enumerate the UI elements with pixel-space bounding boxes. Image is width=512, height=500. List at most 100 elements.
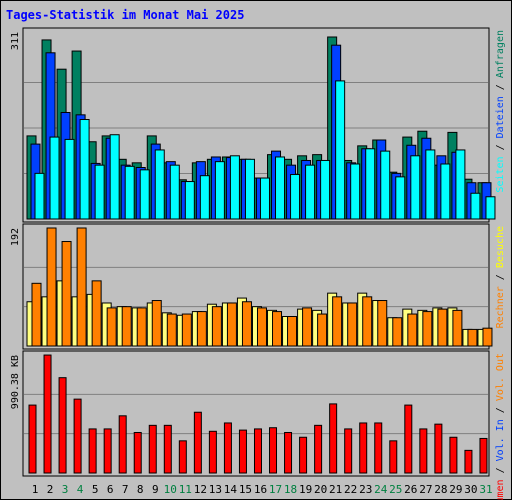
panel-bottom-legend: Volumen / Vol. In / Vol. Out <box>495 353 506 500</box>
bar-volumen-day-15 <box>238 429 247 474</box>
bar-volumen-day-18 <box>284 431 293 474</box>
bar-seiten-day-12 <box>199 175 210 220</box>
bar-seiten-day-10 <box>169 164 180 220</box>
x-tick-label-day-30: 30 <box>464 483 477 496</box>
bar-seiten-day-26 <box>410 155 421 220</box>
bar-seiten-day-18 <box>290 174 301 220</box>
x-tick-label-day-15: 15 <box>239 483 252 496</box>
x-tick-label-day-2: 2 <box>47 483 54 496</box>
legend-separator: / <box>495 461 506 479</box>
bar-seiten-day-8 <box>139 169 150 220</box>
bar-seiten-day-31 <box>485 196 496 220</box>
x-tick-label-day-1: 1 <box>32 483 39 496</box>
x-tick-label-day-27: 27 <box>419 483 432 496</box>
bar-rechner-day-15 <box>241 301 252 347</box>
bar-rechner-day-19 <box>302 307 313 347</box>
x-tick-label-day-12: 12 <box>194 483 207 496</box>
x-tick-label-day-25: 25 <box>389 483 402 496</box>
bar-seiten-day-25 <box>395 176 406 220</box>
bar-seiten-day-14 <box>229 155 240 220</box>
bar-seiten-day-29 <box>455 149 466 220</box>
bar-volumen-day-26 <box>404 404 413 474</box>
bar-seiten-day-11 <box>184 181 195 220</box>
panel-top-legend: Seiten / Dateien / Anfragen <box>495 30 506 193</box>
bar-rechner-day-25 <box>392 317 403 347</box>
bar-volumen-day-14 <box>223 422 232 474</box>
x-tick-label-day-28: 28 <box>434 483 447 496</box>
bar-rechner-day-2 <box>46 227 57 347</box>
legend-volumen: Volumen <box>495 479 506 500</box>
x-tick-label-day-29: 29 <box>449 483 462 496</box>
x-tick-label-day-23: 23 <box>359 483 372 496</box>
bar-volumen-day-30 <box>464 449 473 474</box>
bar-volumen-day-16 <box>253 428 262 474</box>
bar-seiten-day-22 <box>350 163 361 220</box>
bar-seiten-day-16 <box>259 177 270 220</box>
x-tick-label-day-18: 18 <box>284 483 297 496</box>
bar-rechner-day-5 <box>91 280 102 347</box>
x-tick-label-day-13: 13 <box>209 483 222 496</box>
bar-rechner-day-7 <box>121 306 132 347</box>
legend-dateien: Dateien <box>495 96 506 138</box>
bar-rechner-day-20 <box>317 313 328 347</box>
bar-volumen-day-19 <box>299 436 308 474</box>
bar-volumen-day-6 <box>103 428 112 474</box>
bar-seiten-day-15 <box>244 158 255 220</box>
bar-seiten-day-28 <box>440 163 451 220</box>
bar-rechner-day-16 <box>256 307 267 347</box>
bar-seiten-day-6 <box>109 134 120 220</box>
bar-seiten-day-20 <box>320 159 331 220</box>
bar-volumen-day-28 <box>434 423 443 474</box>
bar-rechner-day-31 <box>482 327 493 347</box>
bar-rechner-day-4 <box>76 227 87 347</box>
x-tick-label-day-3: 3 <box>62 483 69 496</box>
x-tick-label-day-24: 24 <box>374 483 388 496</box>
bar-seiten-day-4 <box>79 119 90 220</box>
bar-rechner-day-27 <box>422 311 433 347</box>
bar-volumen-day-23 <box>359 422 368 474</box>
x-tick-label-day-26: 26 <box>404 483 417 496</box>
bar-rechner-day-18 <box>287 316 298 347</box>
x-tick-label-day-4: 4 <box>77 483 84 496</box>
bar-volumen-day-29 <box>449 436 458 474</box>
bar-seiten-day-9 <box>154 149 165 220</box>
legend-besuche: Besuche <box>495 226 506 268</box>
x-tick-label-day-11: 11 <box>179 483 192 496</box>
x-tick-label-day-20: 20 <box>314 483 327 496</box>
bar-seiten-day-7 <box>124 165 135 220</box>
bar-rechner-day-14 <box>226 302 237 347</box>
bar-rechner-day-11 <box>181 313 192 347</box>
bar-rechner-day-13 <box>211 306 222 347</box>
x-tick-label-day-16: 16 <box>254 483 267 496</box>
bar-volumen-day-7 <box>118 415 127 474</box>
bar-rechner-day-6 <box>106 307 117 347</box>
x-tick-label-day-22: 22 <box>344 483 357 496</box>
bar-volumen-day-27 <box>419 428 428 474</box>
bar-seiten-day-23 <box>365 148 376 220</box>
bar-seiten-day-13 <box>214 161 225 220</box>
panel-top-ymax-label: 311 <box>10 32 21 50</box>
x-tick-label-day-19: 19 <box>299 483 312 496</box>
bar-volumen-day-22 <box>344 428 353 474</box>
bar-rechner-day-8 <box>136 307 147 347</box>
bar-seiten-day-21 <box>335 80 346 220</box>
legend-separator: / <box>495 78 506 96</box>
bar-volumen-day-11 <box>178 440 187 474</box>
x-tick-label-day-9: 9 <box>152 483 159 496</box>
bar-seiten-day-30 <box>470 192 481 220</box>
x-tick-label-day-6: 6 <box>107 483 114 496</box>
bar-volumen-day-20 <box>314 424 323 474</box>
bar-volumen-day-31 <box>479 437 488 474</box>
legend-vol-in: Vol. In <box>495 419 506 461</box>
bar-volumen-day-1 <box>28 404 37 474</box>
legend-seiten: Seiten <box>495 156 506 192</box>
bar-volumen-day-8 <box>133 431 142 474</box>
x-tick-label-day-7: 7 <box>122 483 129 496</box>
bar-seiten-day-3 <box>64 138 75 220</box>
bar-volumen-day-13 <box>208 430 217 474</box>
bar-volumen-day-24 <box>374 422 383 474</box>
bar-volumen-day-9 <box>148 424 157 474</box>
bar-rechner-day-23 <box>362 296 373 347</box>
bar-rechner-day-22 <box>347 302 358 347</box>
